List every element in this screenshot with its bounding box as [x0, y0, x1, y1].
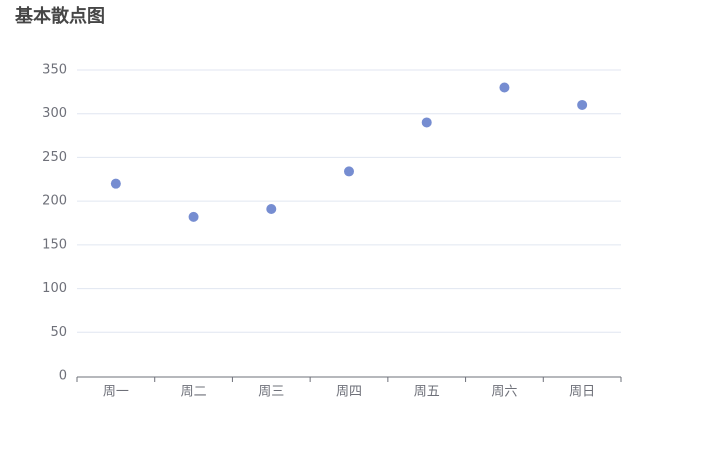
scatter-point — [344, 166, 354, 177]
y-tick-label: 100 — [42, 281, 67, 296]
scatter-point — [266, 204, 277, 215]
scatter-point — [421, 117, 432, 128]
x-tick-label: 周五 — [414, 385, 440, 400]
x-tick-label: 周三 — [258, 385, 284, 400]
chart-title: 基本散点图 — [14, 5, 105, 27]
scatter-point — [577, 99, 588, 110]
y-tick-label: 150 — [42, 237, 67, 252]
x-tick-label: 周四 — [336, 385, 362, 400]
y-tick-label: 250 — [42, 150, 67, 165]
y-tick-label: 0 — [59, 369, 67, 384]
x-tick-label: 周二 — [181, 385, 207, 400]
y-tick-label: 350 — [42, 63, 67, 78]
y-tick-label: 50 — [50, 325, 67, 340]
scatter-point — [110, 178, 121, 189]
x-tick-label: 周一 — [103, 385, 129, 400]
y-tick-label: 200 — [42, 194, 67, 209]
scatter-point — [499, 82, 510, 93]
x-tick-label: 周日 — [569, 385, 595, 400]
y-tick-label: 300 — [42, 106, 67, 121]
scatter-point — [188, 211, 199, 222]
x-tick-label: 周六 — [491, 385, 517, 400]
